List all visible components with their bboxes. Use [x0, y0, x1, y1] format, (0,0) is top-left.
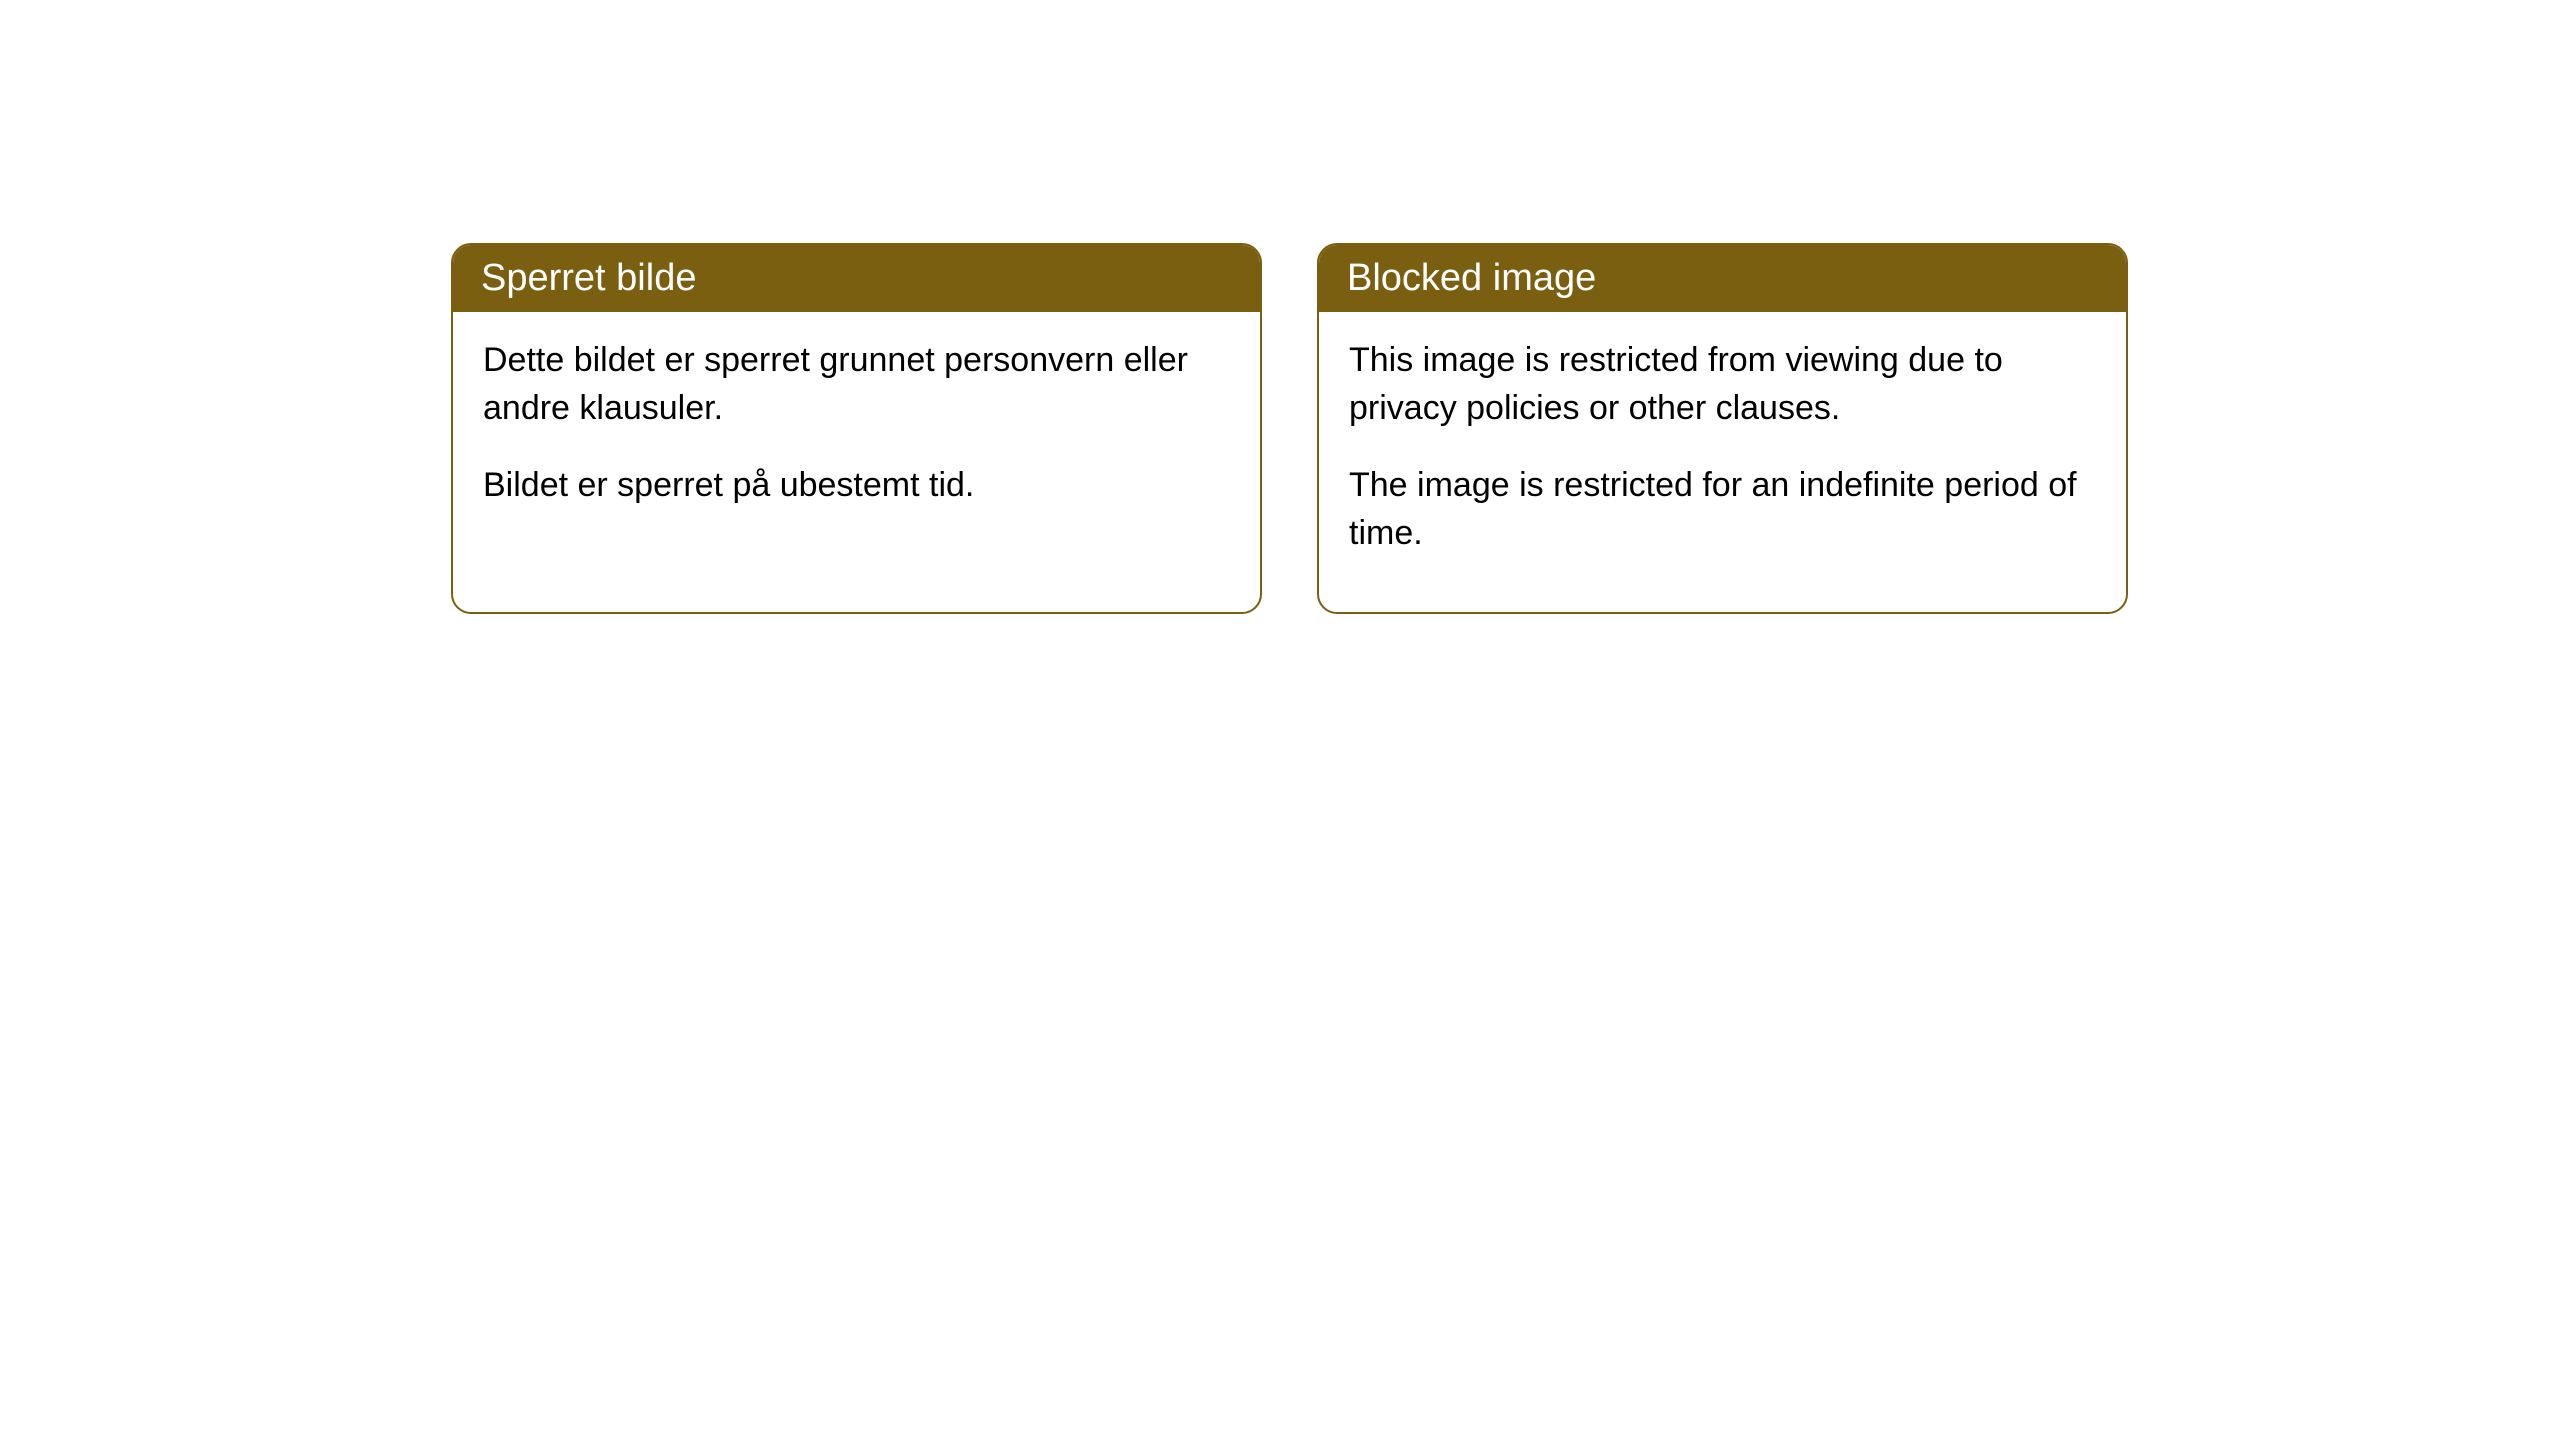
- card-body-english: This image is restricted from viewing du…: [1319, 312, 2126, 612]
- notice-card-norwegian: Sperret bilde Dette bildet er sperret gr…: [451, 243, 1262, 614]
- card-header-english: Blocked image: [1319, 245, 2126, 312]
- card-title-english: Blocked image: [1347, 257, 1596, 299]
- card-header-norwegian: Sperret bilde: [453, 245, 1260, 312]
- card-paragraph-2-english: The image is restricted for an indefinit…: [1349, 462, 2096, 557]
- card-paragraph-2-norwegian: Bildet er sperret på ubestemt tid.: [483, 462, 1230, 510]
- notice-card-english: Blocked image This image is restricted f…: [1317, 243, 2128, 614]
- card-paragraph-1-english: This image is restricted from viewing du…: [1349, 337, 2096, 432]
- card-body-norwegian: Dette bildet er sperret grunnet personve…: [453, 312, 1260, 565]
- notice-cards-container: Sperret bilde Dette bildet er sperret gr…: [0, 0, 2560, 614]
- card-paragraph-1-norwegian: Dette bildet er sperret grunnet personve…: [483, 337, 1230, 432]
- card-title-norwegian: Sperret bilde: [481, 257, 696, 299]
